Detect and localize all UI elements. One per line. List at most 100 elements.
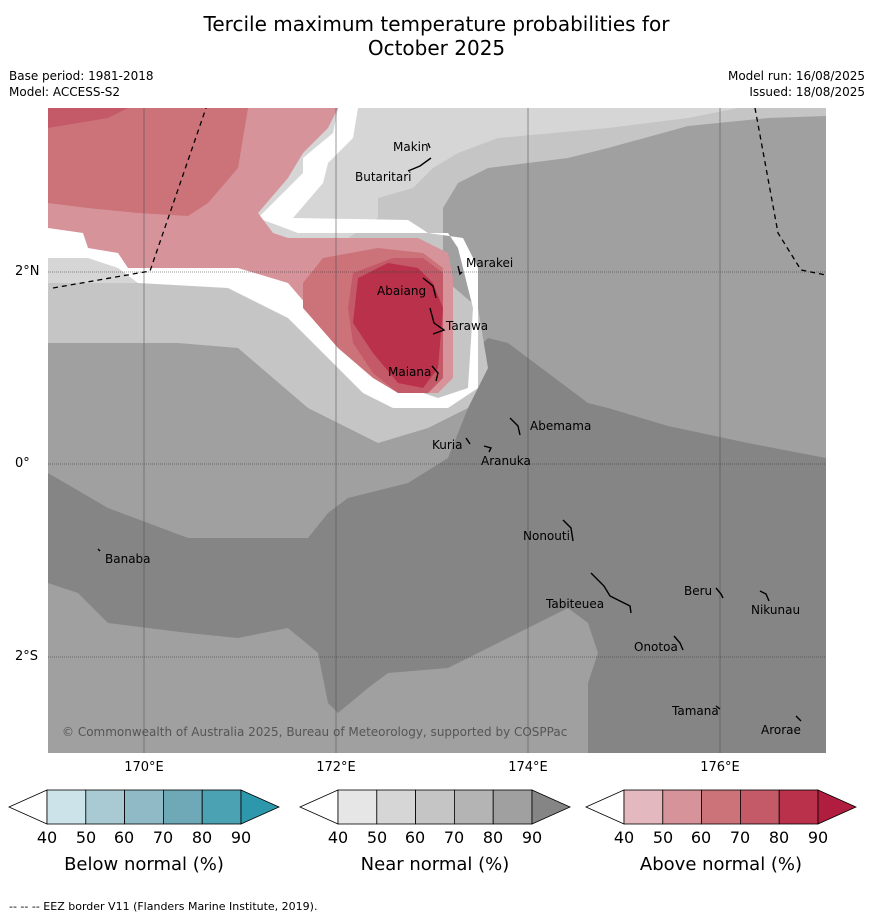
label-abaiang: Abaiang <box>377 284 426 298</box>
colorbar-above-segment <box>778 789 819 825</box>
issued-date: Issued: 18/08/2025 <box>749 85 865 99</box>
label-tabiteuea: Tabiteuea <box>545 597 604 611</box>
island-abemama <box>509 417 521 436</box>
label-butaritari: Butaritari <box>355 170 412 184</box>
colorbar-near <box>299 789 571 825</box>
title-line-1: Tercile maximum temperature probabilitie… <box>203 12 670 36</box>
colorbar-below-low-extension <box>8 789 48 825</box>
island-makin <box>427 142 431 149</box>
label-onotoa: Onotoa <box>634 640 678 654</box>
island-tamana <box>715 705 721 710</box>
colorbar-near-segment <box>337 789 378 825</box>
copyright-notice: © Commonwealth of Australia 2025, Bureau… <box>62 725 567 739</box>
place-labels: Makin Butaritari Marakei Abaiang Tarawa … <box>105 140 801 737</box>
lon-tick-170: 170°E <box>124 760 164 775</box>
colorbar-below-segment <box>85 789 126 825</box>
colorbar-above-title: Above normal (%) <box>639 854 803 875</box>
island-beru <box>715 587 724 599</box>
label-abemama: Abemama <box>530 419 591 433</box>
map-title: Tercile maximum temperature probabilitie… <box>0 12 873 60</box>
model-run: Model run: 16/08/2025 <box>727 69 865 83</box>
label-tarawa: Tarawa <box>445 319 488 333</box>
below-tick: 40 <box>36 828 58 847</box>
region-above-80 <box>353 263 443 388</box>
colorbar-below <box>8 789 280 825</box>
probability-map: Makin Butaritari Marakei Abaiang Tarawa … <box>48 108 826 753</box>
lat-tick-2n: 2°N <box>15 264 40 279</box>
label-aranuka: Aranuka <box>481 454 531 468</box>
lat-tick-0: 0° <box>15 456 30 471</box>
label-nonouti: Nonouti <box>523 529 570 543</box>
label-beru: Beru <box>684 584 712 598</box>
label-arorae: Arorae <box>761 723 801 737</box>
lon-tick-174: 174°E <box>508 760 548 775</box>
island-abaiang <box>422 277 437 299</box>
colorbar-near-segment <box>415 789 455 825</box>
island-butaritari <box>407 157 432 172</box>
island-aranuka <box>483 445 493 453</box>
near-tick: 40 <box>327 828 349 847</box>
colorbar-below-segment <box>201 789 242 825</box>
colorbar-above-segment <box>701 789 741 825</box>
colorbar-above-segment <box>739 789 780 825</box>
region-near-80-bottom <box>48 583 598 753</box>
colorbar-below-segment <box>162 789 203 825</box>
colorbar-below-segment <box>46 789 87 825</box>
lon-tick-172: 172°E <box>316 760 356 775</box>
below-tick: 50 <box>75 828 97 847</box>
above-tick: 50 <box>652 828 674 847</box>
colorbar-near-segment <box>453 789 494 825</box>
lat-tick-2s: 2°S <box>15 649 39 664</box>
island-tabiteuea <box>590 572 632 614</box>
near-tick: 50 <box>366 828 388 847</box>
colorbar-below-segment <box>124 789 164 825</box>
label-tamana: Tamana <box>671 704 719 718</box>
parallels <box>48 271 826 658</box>
base-period: Base period: 1981-2018 <box>9 69 154 83</box>
meta-right: Model run: 16/08/2025 Issued: 18/08/2025 <box>728 68 865 100</box>
label-nikunau: Nikunau <box>751 603 800 617</box>
label-marakei: Marakei <box>466 256 513 270</box>
island-arorae <box>795 715 802 722</box>
near-tick: 90 <box>521 828 543 847</box>
above-tick: 40 <box>613 828 635 847</box>
island-nikunau <box>759 590 770 602</box>
meridians <box>143 108 721 753</box>
above-tick: 60 <box>690 828 712 847</box>
island-kuria <box>465 437 471 445</box>
colorbar-below-high-extension <box>240 789 280 825</box>
colorbar-near-segment <box>376 789 417 825</box>
model-name: Model: ACCESS-S2 <box>9 85 121 99</box>
label-banaba: Banaba <box>105 552 151 566</box>
colorbar-near-high-extension <box>531 789 571 825</box>
island-outlines <box>97 142 802 722</box>
below-tick: 90 <box>230 828 252 847</box>
label-maiana: Maiana <box>388 365 431 379</box>
colorbar-below-title: Below normal (%) <box>64 854 224 875</box>
colorbar-near-segment <box>492 789 533 825</box>
near-tick: 80 <box>482 828 504 847</box>
label-kuria: Kuria <box>432 438 463 452</box>
lon-tick-176: 176°E <box>700 760 740 775</box>
region-above-60 <box>48 108 443 393</box>
colorbar-near-low-extension <box>299 789 339 825</box>
colorbar-above-segment <box>623 789 664 825</box>
colorbar-above-high-extension <box>817 789 857 825</box>
below-tick: 80 <box>191 828 213 847</box>
island-nonouti <box>562 519 574 542</box>
label-makin: Makin <box>393 140 429 154</box>
island-onotoa <box>673 635 684 651</box>
colorbar-above <box>585 789 857 825</box>
colorbar-above-segment <box>662 789 703 825</box>
island-maiana <box>431 365 439 382</box>
above-tick: 80 <box>768 828 790 847</box>
title-line-2: October 2025 <box>367 36 506 60</box>
above-tick: 90 <box>807 828 829 847</box>
near-tick: 70 <box>443 828 465 847</box>
above-tick: 70 <box>729 828 751 847</box>
below-tick: 70 <box>152 828 174 847</box>
colorbar-above-low-extension <box>585 789 625 825</box>
island-marakei <box>457 265 463 276</box>
meta-left: Base period: 1981-2018 Model: ACCESS-S2 <box>9 68 154 100</box>
island-tarawa <box>429 307 446 335</box>
